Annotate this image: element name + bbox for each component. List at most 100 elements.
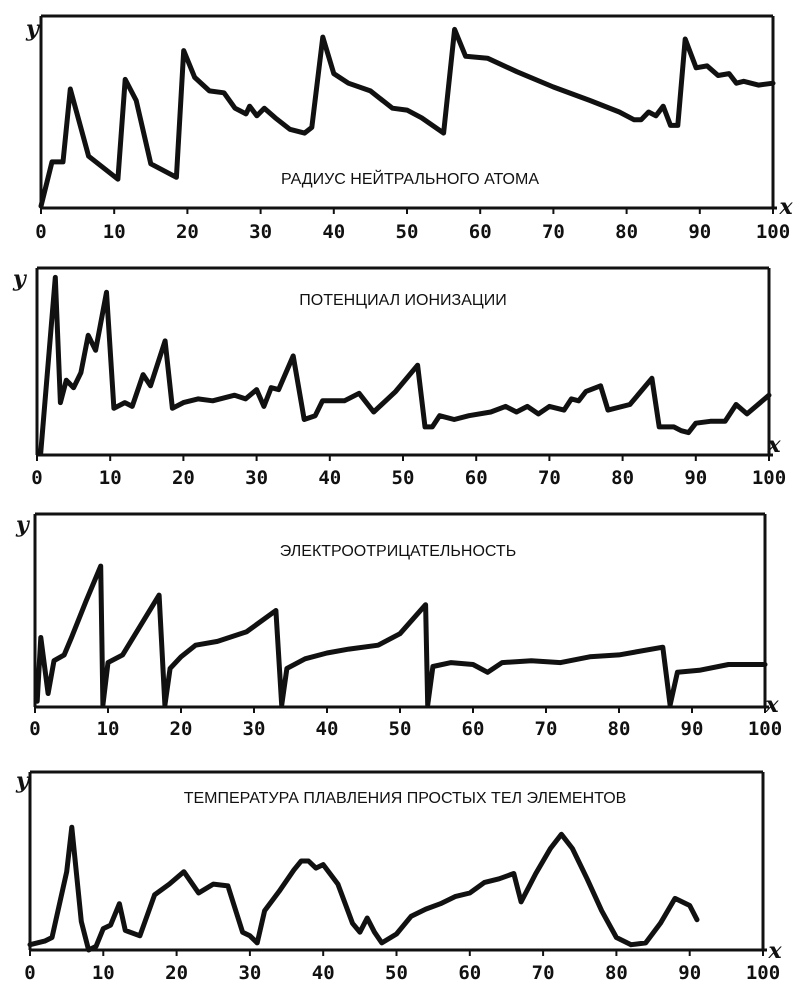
series-line (38, 26, 776, 209)
data-point (61, 160, 65, 164)
data-point (109, 923, 112, 927)
data-point (530, 659, 533, 662)
data-point (256, 941, 259, 945)
data-point (163, 339, 167, 343)
data-point (300, 859, 303, 863)
data-point (676, 671, 679, 674)
data-point (369, 89, 372, 93)
data-point (39, 451, 42, 455)
data-point (684, 37, 687, 41)
data-point (464, 55, 467, 58)
data-point (149, 162, 152, 165)
x-tick-label: 70 (542, 221, 565, 243)
data-point (121, 653, 124, 657)
data-point (233, 394, 236, 397)
data-point (216, 640, 219, 643)
data-point (322, 863, 325, 866)
data-point (673, 897, 677, 900)
data-point (585, 877, 589, 880)
data-point (193, 76, 196, 79)
data-point (483, 881, 486, 884)
data-point (105, 291, 108, 294)
data-point (512, 872, 515, 875)
data-point (410, 915, 413, 918)
data-point (233, 107, 237, 110)
data-point (226, 884, 230, 888)
data-point (347, 82, 350, 85)
data-point (600, 909, 603, 912)
data-point (171, 407, 174, 410)
data-point (599, 384, 602, 387)
data-point (182, 870, 186, 873)
x-tick-label: 60 (465, 467, 488, 489)
data-point (650, 377, 654, 380)
data-point (157, 593, 161, 597)
x-tick-label: 70 (532, 962, 555, 984)
data-point (270, 386, 273, 389)
data-point (70, 636, 73, 639)
data-point (163, 703, 167, 707)
data-point (141, 373, 145, 376)
x-tick-label: 0 (29, 718, 40, 740)
data-point (628, 403, 632, 406)
data-point (423, 425, 427, 429)
x-tick-label: 80 (608, 718, 631, 740)
data-point (497, 877, 501, 880)
data-point (727, 663, 730, 666)
x-tick-label: 10 (103, 221, 126, 243)
x-tick-label: 50 (385, 962, 408, 984)
x-tick-label: 10 (92, 962, 115, 984)
data-point (424, 907, 427, 911)
data-point (416, 364, 419, 367)
data-point (343, 399, 346, 402)
data-point (771, 82, 775, 85)
data-point (763, 663, 767, 666)
data-point (153, 893, 156, 896)
y-axis-label: y (15, 512, 31, 538)
data-point (467, 414, 471, 417)
data-point (332, 72, 335, 75)
data-point (570, 397, 573, 401)
chart-title: РАДИУС НЕЙТРАЛЬНОГО АТОМА (281, 169, 539, 188)
data-point (255, 114, 259, 118)
data-point (179, 655, 183, 658)
data-point (245, 630, 248, 633)
data-point (661, 646, 664, 649)
x-tick-label: 30 (245, 467, 268, 489)
data-point (394, 390, 397, 393)
data-point (372, 410, 375, 414)
y-axis-label: y (15, 768, 31, 794)
x-tick-label: 20 (176, 221, 199, 243)
x-tick-label: 70 (538, 467, 561, 489)
x-tick-label: 80 (615, 221, 638, 243)
data-point (676, 124, 679, 127)
data-point (39, 204, 43, 208)
data-point (307, 859, 310, 863)
x-tick-label: 40 (312, 962, 335, 984)
data-point (357, 392, 361, 395)
data-point (135, 99, 138, 102)
data-point (314, 414, 317, 417)
data-point (46, 692, 50, 695)
data-point (263, 107, 266, 110)
x-tick-label: 20 (170, 718, 193, 740)
data-point (449, 661, 453, 664)
data-point (244, 112, 248, 116)
data-point (709, 420, 712, 423)
data-point (486, 671, 489, 674)
data-point (515, 410, 518, 414)
data-point (101, 703, 105, 707)
data-point (336, 882, 340, 886)
data-point (175, 176, 178, 179)
data-point (549, 847, 552, 850)
x-tick-label: 40 (316, 718, 339, 740)
x-tick-label: 100 (752, 467, 786, 489)
data-point (654, 114, 658, 118)
data-point (310, 126, 313, 129)
data-point (519, 900, 523, 904)
data-point (705, 64, 709, 68)
data-point (373, 931, 376, 934)
data-point (471, 663, 475, 666)
data-point (80, 920, 83, 923)
data-point (439, 902, 442, 905)
